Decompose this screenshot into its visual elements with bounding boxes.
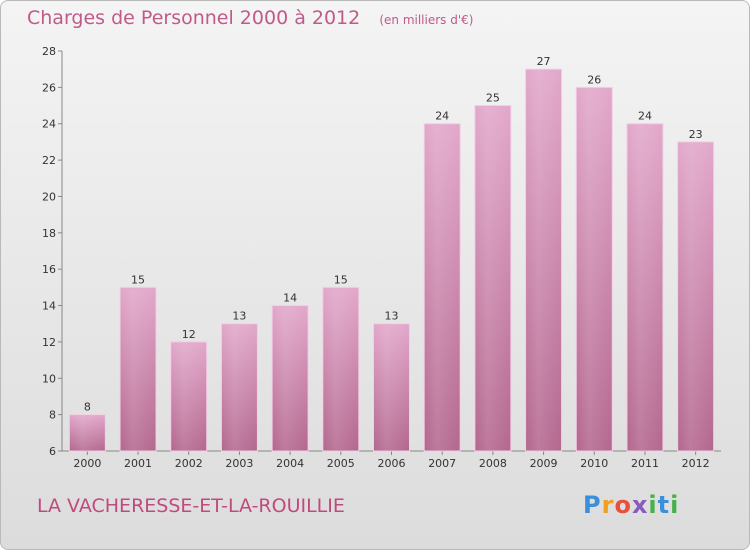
bar-highlight: [222, 324, 257, 450]
y-tick-label: 22: [42, 154, 56, 167]
y-tick-label: 16: [42, 263, 56, 276]
chart-title: Charges de Personnel 2000 à 2012: [27, 7, 361, 29]
bar-highlight: [70, 415, 105, 450]
x-tick-label: 2004: [276, 457, 304, 470]
x-tick-label: 2010: [580, 457, 608, 470]
bar-highlight: [425, 124, 460, 451]
bar-highlight: [577, 88, 612, 450]
x-tick-label: 2000: [73, 457, 101, 470]
bar-highlight: [121, 288, 156, 450]
bar-highlight: [627, 124, 662, 451]
data-label: 23: [689, 128, 703, 141]
y-tick-label: 20: [42, 190, 56, 203]
y-tick-label: 24: [42, 118, 56, 131]
data-label: 15: [334, 273, 348, 286]
data-label: 14: [283, 292, 297, 305]
data-label: 26: [587, 73, 601, 86]
y-tick-label: 8: [49, 409, 56, 422]
x-tick-label: 2012: [682, 457, 710, 470]
title-row: Charges de Personnel 2000 à 2012 (en mil…: [27, 7, 473, 29]
y-tick-label: 18: [42, 227, 56, 240]
x-tick-label: 2009: [530, 457, 558, 470]
data-labels: 8 15 12 13 14 15 13 24 25 27 26 24 23: [84, 55, 703, 413]
bar-highlight: [323, 288, 358, 450]
x-tick-label: 2005: [327, 457, 355, 470]
bar-highlight: [526, 70, 561, 450]
y-axis: 6 8 10 12 14 16 18 20 22 24 26 28: [42, 45, 63, 458]
data-label: 24: [435, 110, 449, 123]
y-tick-label: 12: [42, 336, 56, 349]
bar-highlight: [475, 106, 510, 450]
bar-highlight: [171, 342, 206, 450]
commune-name: LA VACHERESSE-ET-LA-ROUILLIE: [37, 495, 345, 517]
data-label: 13: [232, 310, 246, 323]
bars: [68, 68, 715, 452]
bar-highlight: [374, 324, 409, 450]
y-tick-label: 10: [42, 372, 56, 385]
x-tick-label: 2011: [631, 457, 659, 470]
data-label: 8: [84, 401, 91, 414]
data-label: 24: [638, 110, 652, 123]
x-axis: 2000 2001 2002 2003 2004 2005 2006 2007 2008 2009…: [62, 450, 721, 470]
x-tick-label: 2006: [378, 457, 406, 470]
data-label: 12: [182, 328, 196, 341]
data-label: 25: [486, 92, 500, 105]
x-tick-label: 2001: [124, 457, 152, 470]
bar-highlight: [273, 306, 308, 450]
x-tick-label: 2003: [225, 457, 253, 470]
data-label: 13: [385, 310, 399, 323]
x-tick-label: 2002: [175, 457, 203, 470]
proxiti-logo: Proxiti: [583, 491, 680, 519]
y-tick-label: 26: [42, 81, 56, 94]
x-tick-label: 2007: [428, 457, 456, 470]
y-tick-label: 28: [42, 45, 56, 58]
chart-unit: (en milliers d'€): [379, 13, 474, 27]
y-tick-label: 6: [49, 445, 56, 458]
data-label: 15: [131, 273, 145, 286]
data-label: 27: [537, 55, 551, 68]
bar-highlight: [678, 142, 713, 450]
x-tick-label: 2008: [479, 457, 507, 470]
y-tick-label: 14: [42, 300, 56, 313]
